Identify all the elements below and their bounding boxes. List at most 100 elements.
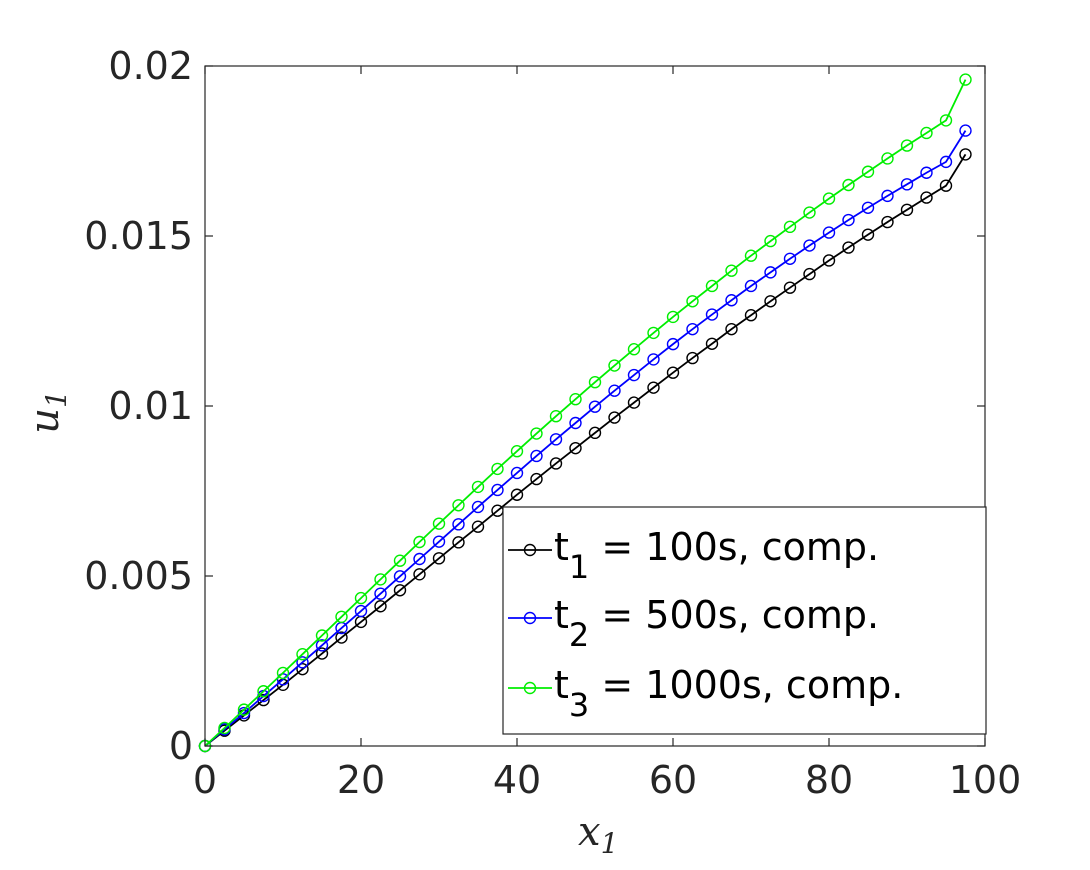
series-3-line: [204, 79, 967, 747]
series-3-point: [588, 376, 602, 389]
series-1-line: [204, 153, 967, 747]
series-3-point: [335, 610, 348, 623]
series-2-point: [608, 384, 621, 397]
series-1-point: [881, 215, 894, 229]
series-1-point: [842, 241, 855, 254]
x-tick-label: 100: [949, 758, 1022, 802]
x-tick-label: 40: [493, 758, 541, 802]
series-3-point: [452, 499, 465, 512]
y-tick-label: 0.005: [84, 554, 193, 598]
series-3-point: [822, 192, 836, 205]
series-3-point: [900, 139, 914, 152]
series-3-point: [510, 445, 524, 458]
legend-swatch-marker: [523, 681, 537, 695]
series-2-point: [705, 308, 719, 321]
series-3-point: [783, 220, 797, 234]
svg-text:u1: u1: [22, 390, 73, 434]
series-1-point: [452, 536, 465, 549]
series-3-point: [959, 73, 972, 86]
series-2-point: [861, 201, 875, 214]
series-2-point: [842, 213, 855, 227]
x-axis-label: x1: [578, 809, 618, 860]
series-3-point: [744, 249, 758, 262]
series-2-point: [413, 552, 426, 566]
legend-label-rest: = 100s, comp.: [589, 525, 879, 569]
series-2-point: [822, 226, 836, 239]
series-1-point: [900, 203, 914, 217]
series-2-point: [939, 155, 953, 169]
series-3-point: [413, 535, 426, 549]
series-2-point: [510, 466, 524, 480]
y-axis-label: u1: [22, 390, 73, 434]
legend-entry-1: t1 = 100s, comp.: [508, 525, 879, 586]
series-2-point: [471, 500, 485, 514]
series-3-point: [686, 295, 699, 308]
series-2-point: [725, 294, 738, 307]
legend-box: [502, 506, 987, 735]
legend-label-main: t: [554, 525, 569, 569]
series-2-point: [549, 433, 563, 446]
series-3-point: [861, 165, 875, 178]
series-1-point: [705, 337, 719, 350]
svg-text:x1: x1: [578, 809, 618, 860]
x-axis-label-main: x: [578, 809, 601, 855]
legend-swatch-marker: [523, 611, 537, 625]
series-3-point: [705, 279, 719, 293]
series-2-point: [569, 416, 582, 430]
series-1-point: [725, 322, 738, 336]
series-3-point: [803, 206, 816, 219]
series-2-point: [354, 604, 368, 618]
x-axis-label-sub: 1: [601, 827, 619, 860]
legend-label-sub: 3: [569, 686, 589, 724]
series-3-point: [276, 666, 290, 680]
y-tick-label: 0.01: [108, 384, 193, 428]
series-3-point: [725, 264, 738, 277]
series-2-point: [647, 353, 660, 366]
series-2-point: [452, 518, 465, 531]
legend-label: t1 = 100s, comp.: [554, 525, 879, 586]
series-2-point: [393, 570, 407, 583]
series-1-point: [959, 148, 972, 161]
ticks-layer: 0 20 40 60 80 100 0 0.005 0.01 0.015 0.02: [84, 44, 1021, 802]
series-1-point: [530, 472, 543, 486]
series-2-point: [920, 166, 933, 179]
series-2-point: [491, 483, 504, 497]
legend-entries: t1 = 100s, comp.t2 = 500s, comp.t3 = 100…: [508, 525, 903, 724]
series-3-point: [374, 573, 387, 586]
series-3-point: [432, 517, 446, 530]
series-2-point: [296, 656, 309, 669]
series-1-point: [413, 568, 426, 581]
series-2-point: [900, 178, 914, 191]
x-tick-label: 20: [337, 758, 385, 802]
series-3-point: [939, 114, 953, 127]
series-1-point: [666, 366, 680, 379]
series-1-point: [569, 441, 582, 455]
series-3-point: [315, 629, 329, 642]
series-1-point: [647, 381, 660, 394]
series-2-point: [237, 706, 251, 720]
series-1-point: [315, 647, 329, 660]
series-3-point: [920, 126, 933, 140]
series-2-point: [881, 189, 894, 203]
series-1-point: [393, 584, 407, 597]
x-tick-label: 60: [649, 758, 697, 802]
series-2-point: [686, 322, 699, 336]
series-3-point: [218, 721, 231, 735]
y-tick-label: 0: [169, 724, 193, 768]
series-3-point: [627, 343, 641, 356]
series-2-point: [744, 279, 758, 293]
series-1-point: [803, 267, 816, 281]
series-1-point: [588, 426, 602, 440]
series-2-line: [204, 130, 967, 747]
series-1-point: [608, 411, 621, 424]
series-3-point: [257, 685, 270, 698]
legend-label-main: t: [554, 663, 569, 707]
series-2-point: [764, 266, 777, 279]
series-1-point: [432, 552, 446, 565]
series-2-point: [432, 535, 446, 548]
series-1-point: [939, 179, 953, 192]
series-3-point: [549, 410, 563, 423]
series-1-point: [335, 631, 348, 644]
series-3-point: [666, 310, 680, 324]
series-layer: [198, 73, 972, 753]
